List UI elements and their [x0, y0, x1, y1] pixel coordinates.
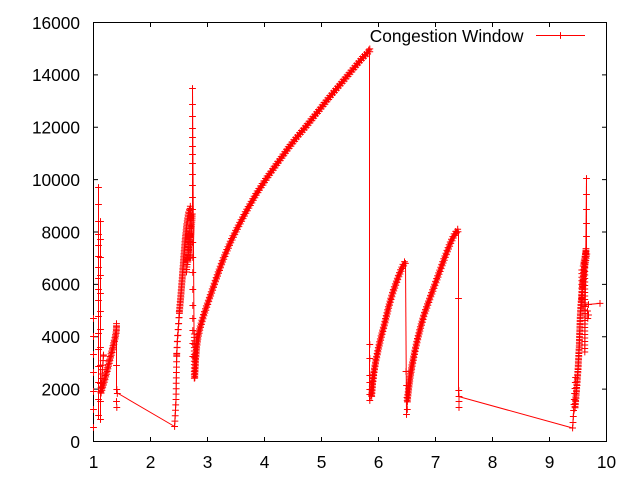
- svg-text:4000: 4000: [42, 327, 80, 347]
- svg-text:10000: 10000: [32, 170, 80, 190]
- svg-text:8: 8: [488, 452, 498, 472]
- svg-text:7: 7: [431, 452, 441, 472]
- svg-text:12000: 12000: [32, 118, 80, 138]
- svg-text:4: 4: [260, 452, 270, 472]
- svg-text:14000: 14000: [32, 65, 80, 85]
- svg-text:0: 0: [70, 432, 80, 452]
- svg-text:6: 6: [374, 452, 384, 472]
- svg-text:5: 5: [317, 452, 327, 472]
- svg-text:9: 9: [545, 452, 555, 472]
- svg-text:16000: 16000: [32, 13, 80, 33]
- svg-text:3: 3: [203, 452, 213, 472]
- svg-text:8000: 8000: [42, 222, 80, 242]
- svg-text:6000: 6000: [42, 275, 80, 295]
- svg-text:10: 10: [597, 452, 616, 472]
- svg-text:2000: 2000: [42, 379, 80, 399]
- svg-text:2: 2: [146, 452, 156, 472]
- svg-text:1: 1: [89, 452, 99, 472]
- svg-text:Congestion Window: Congestion Window: [370, 26, 524, 46]
